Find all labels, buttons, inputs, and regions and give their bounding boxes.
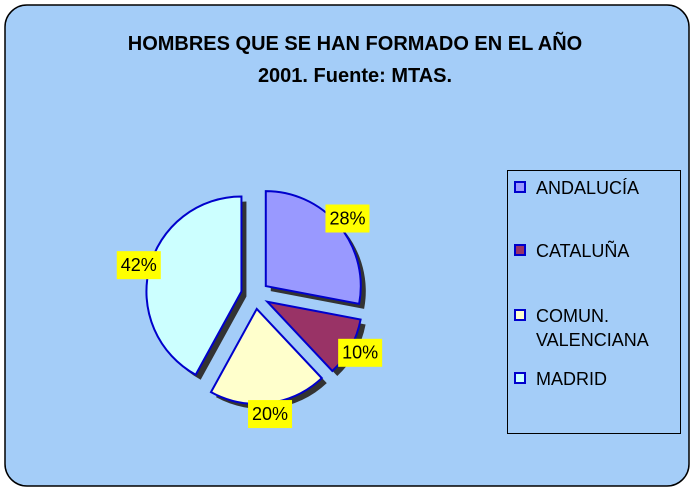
value-label-bg xyxy=(248,400,293,429)
legend-swatch xyxy=(514,181,526,193)
legend-label: ANDALUCÍA xyxy=(536,178,640,198)
legend-label: MADRID xyxy=(536,369,607,389)
value-label: 10% xyxy=(342,343,378,363)
value-label: 20% xyxy=(252,404,288,424)
legend-label: COMUN. VALENCIANA xyxy=(536,306,649,350)
value-label-bg xyxy=(338,338,383,367)
legend-label: CATALUÑA xyxy=(536,241,630,261)
legend-item: COMUN. VALENCIANA xyxy=(514,304,674,352)
legend-item: MADRID xyxy=(514,367,674,391)
legend-swatch xyxy=(514,372,526,384)
value-label-bg xyxy=(116,251,161,280)
legend: ANDALUCÍA CATALUÑA COMUN. VALENCIANA MADRID xyxy=(507,170,681,434)
legend-swatch xyxy=(514,309,526,321)
legend-item: ANDALUCÍA xyxy=(514,176,674,200)
chart-title: HOMBRES QUE SE HAN FORMADO EN EL AÑO 200… xyxy=(127,33,583,87)
legend-swatch xyxy=(514,244,526,256)
legend-item: CATALUÑA xyxy=(514,239,674,263)
pie: 28% 10% 20% 42% xyxy=(116,190,383,429)
value-label-bg xyxy=(325,204,370,233)
value-label: 42% xyxy=(121,255,157,275)
value-label: 28% xyxy=(329,208,365,228)
